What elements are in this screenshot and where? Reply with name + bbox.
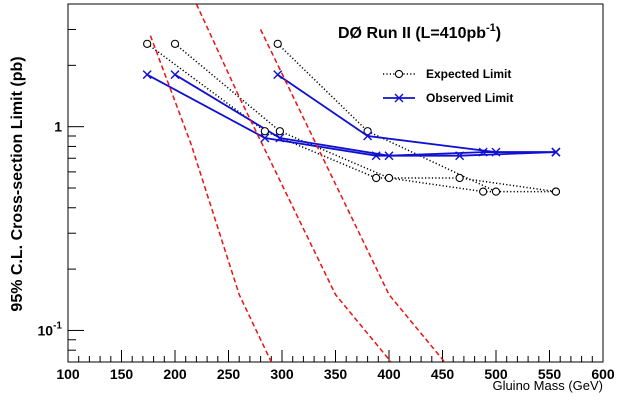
x-tick-labels: 100 150 200 250 300 350 400 450 500 550 600 [56, 366, 615, 382]
legend-marker [394, 69, 404, 79]
observed-marker [170, 70, 180, 80]
y-axis-title: 95% C.L. Cross-section Limit (pb) [9, 56, 26, 311]
observed-marker [363, 131, 373, 141]
expected-marker [275, 127, 285, 136]
x-tick-label: 150 [110, 366, 134, 382]
expected-limit-line [277, 43, 497, 193]
x-tick-label: 400 [377, 366, 401, 382]
legend: Expected Limit Observed Limit [383, 67, 513, 105]
x-tick-label: 600 [591, 366, 615, 382]
expected-marker [273, 39, 282, 48]
expected-marker [260, 127, 270, 136]
observed-marker [478, 147, 488, 157]
chart-title: DØ Run II (L=410pb-1) [338, 22, 501, 42]
theory-curve [259, 29, 446, 362]
expected-marker [491, 187, 501, 196]
expected-marker [455, 173, 464, 183]
observed-marker [384, 151, 394, 161]
x-tick-label: 450 [431, 366, 455, 382]
x-tick-label: 500 [484, 366, 508, 382]
observed-marker [551, 147, 561, 157]
y-tick-label: 10-1 [38, 320, 63, 338]
x-tick-label: 350 [324, 366, 348, 382]
x-axis-title: Gluino Mass (GeV) [492, 378, 603, 393]
observed-marker [371, 151, 381, 161]
expected-marker [551, 187, 561, 196]
legend-label: Expected Limit [426, 67, 511, 81]
observed-marker [275, 133, 285, 143]
y-tick-labels: 10-1 1 [38, 119, 63, 339]
observed-marker [260, 133, 270, 143]
x-tick-label: 300 [270, 366, 294, 382]
expected-marker [479, 187, 488, 196]
theory-curve [195, 4, 392, 362]
expected-marker [372, 173, 381, 183]
axis-ticks [67, 3, 604, 363]
legend-label: Observed Limit [426, 91, 513, 105]
observed-marker [455, 151, 465, 161]
x-tick-label: 250 [217, 366, 241, 382]
observed-marker [273, 70, 283, 80]
y-tick-label: 1 [54, 119, 62, 135]
x-tick-label: 200 [163, 366, 187, 382]
expected-marker [170, 39, 180, 48]
expected-marker [363, 127, 372, 136]
observed-marker [491, 147, 501, 157]
expected-marker [143, 39, 152, 48]
expected-marker [384, 173, 394, 183]
observed-limit-line [277, 73, 556, 154]
marker-group [142, 39, 561, 196]
observed-marker [142, 70, 152, 80]
theory-curve [149, 35, 272, 362]
x-tick-label: 100 [56, 366, 80, 382]
x-tick-label: 550 [538, 366, 562, 382]
legend-marker [394, 93, 404, 103]
